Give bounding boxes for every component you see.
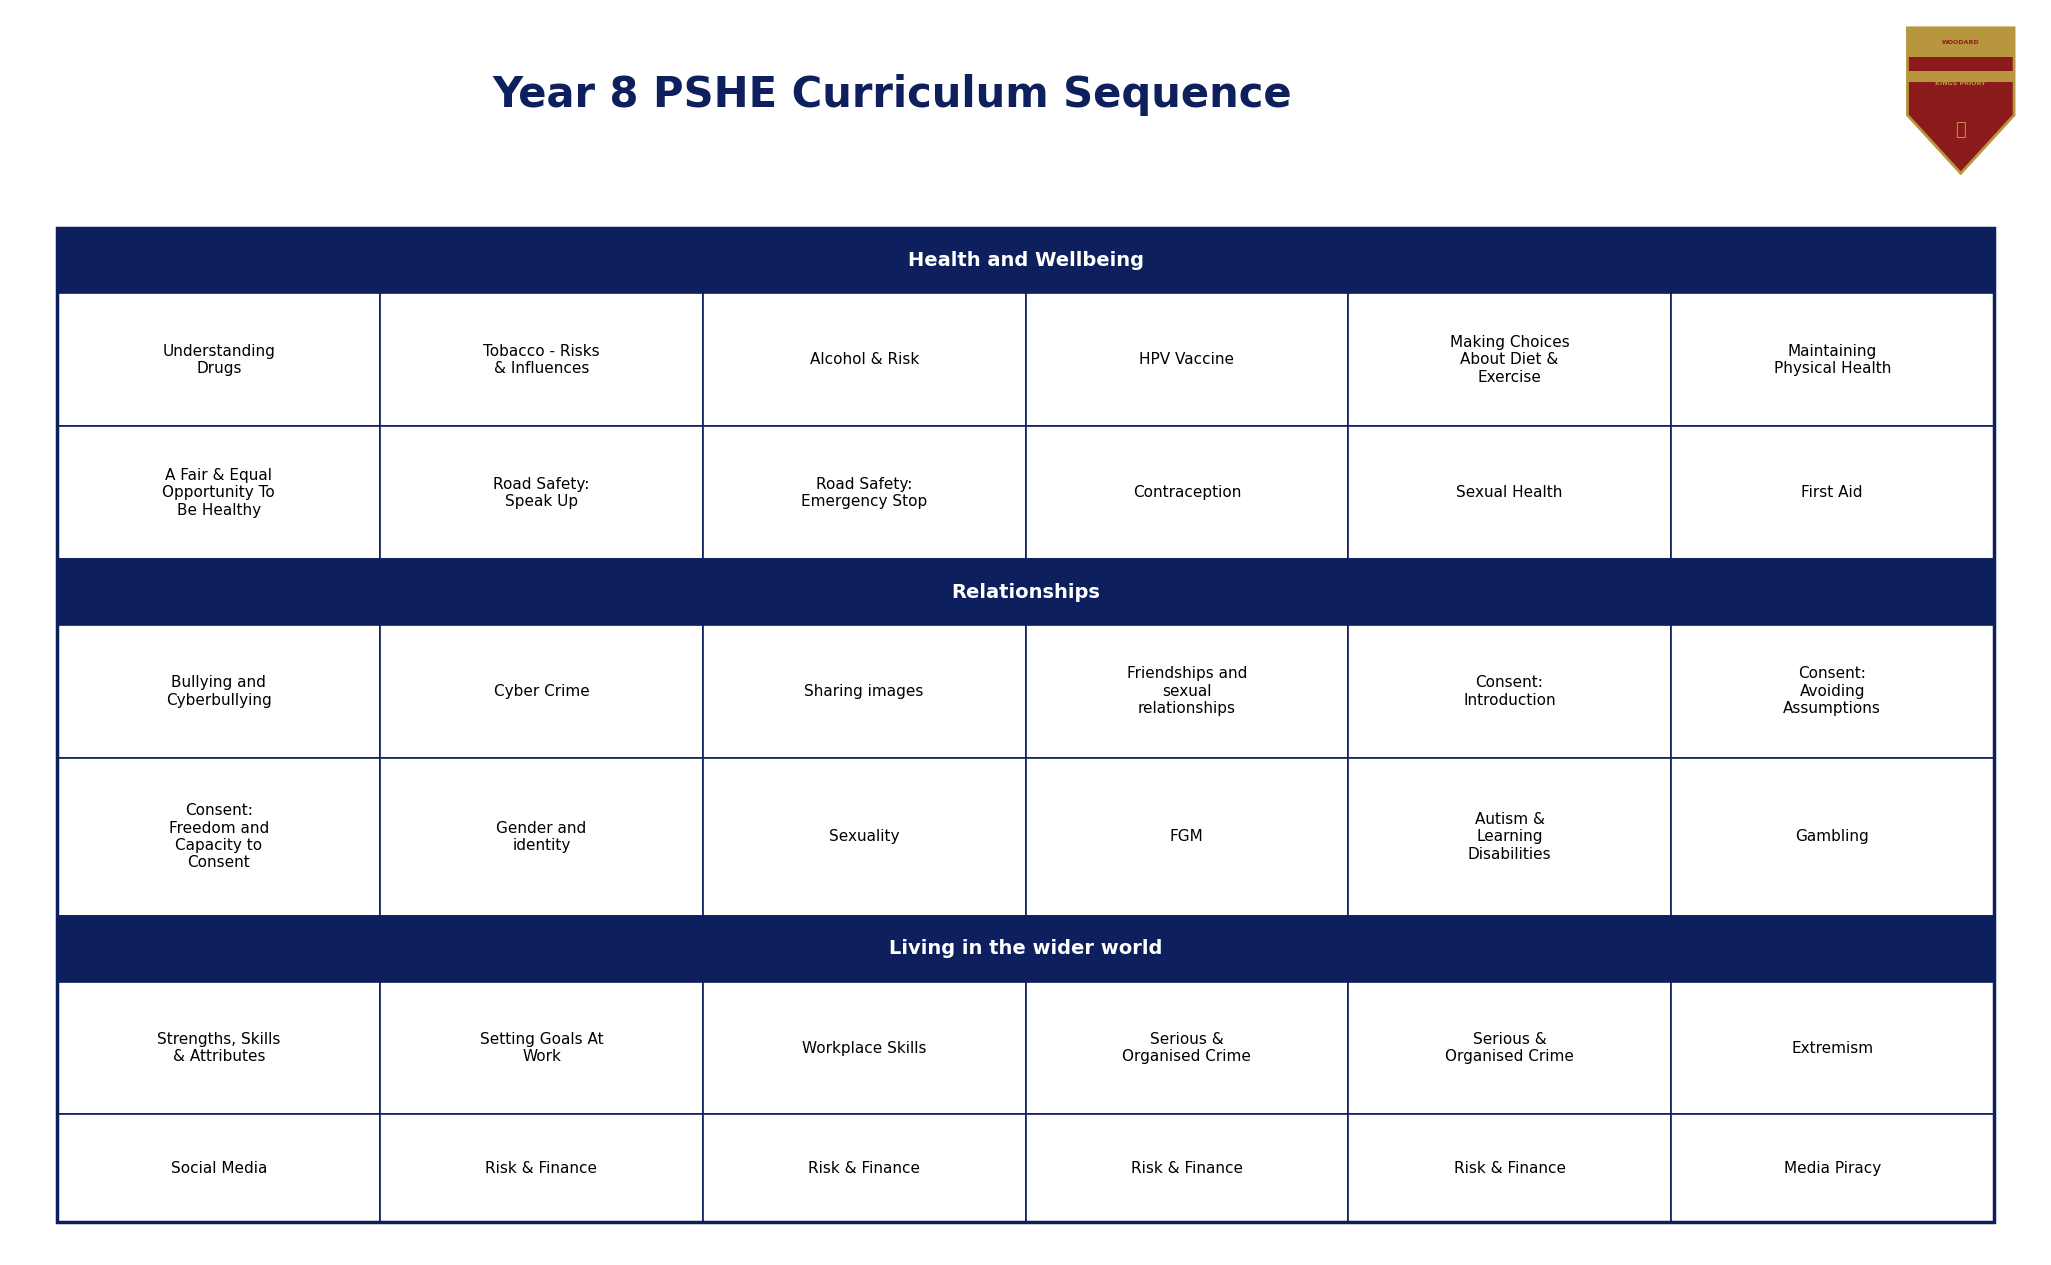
Bar — [1672, 625, 1994, 758]
Text: Consent:
Freedom and
Capacity to
Consent: Consent: Freedom and Capacity to Consent — [168, 803, 269, 870]
Text: Alcohol & Risk: Alcohol & Risk — [810, 353, 919, 367]
Bar — [703, 293, 1026, 426]
Text: Autism &
Learning
Disabilities: Autism & Learning Disabilities — [1469, 812, 1551, 861]
Bar — [379, 293, 703, 426]
Text: WOODARD: WOODARD — [1942, 40, 1979, 44]
Text: A Fair & Equal
Opportunity To
Be Healthy: A Fair & Equal Opportunity To Be Healthy — [162, 468, 275, 517]
Text: Health and Wellbeing: Health and Wellbeing — [907, 250, 1144, 271]
Text: Making Choices
About Diet &
Exercise: Making Choices About Diet & Exercise — [1450, 335, 1569, 385]
Text: Workplace Skills: Workplace Skills — [802, 1041, 927, 1055]
Bar — [57, 228, 1994, 1222]
Text: Gender and
identity: Gender and identity — [496, 821, 587, 853]
Text: Risk & Finance: Risk & Finance — [1130, 1161, 1243, 1175]
Bar — [1672, 982, 1994, 1114]
Text: Risk & Finance: Risk & Finance — [808, 1161, 921, 1175]
Text: Tobacco - Risks
& Influences: Tobacco - Risks & Influences — [484, 344, 599, 376]
Text: Serious &
Organised Crime: Serious & Organised Crime — [1122, 1032, 1251, 1064]
Text: Relationships: Relationships — [952, 582, 1099, 602]
Polygon shape — [1907, 28, 2014, 173]
Bar — [57, 1114, 379, 1222]
Bar — [1026, 293, 1348, 426]
Bar — [1026, 758, 1348, 916]
Bar — [379, 625, 703, 758]
Bar — [57, 758, 379, 916]
Text: FGM: FGM — [1169, 830, 1204, 844]
Text: Sexual Health: Sexual Health — [1456, 486, 1563, 500]
Text: Friendships and
sexual
relationships: Friendships and sexual relationships — [1126, 667, 1247, 716]
Text: First Aid: First Aid — [1801, 486, 1862, 500]
Bar — [57, 228, 1994, 293]
Text: Extremism: Extremism — [1791, 1041, 1873, 1055]
Bar — [703, 1114, 1026, 1222]
Bar — [57, 559, 1994, 625]
Text: Risk & Finance: Risk & Finance — [1454, 1161, 1565, 1175]
Bar — [379, 426, 703, 559]
Polygon shape — [1907, 72, 2014, 82]
Text: Year 8 PSHE Curriculum Sequence: Year 8 PSHE Curriculum Sequence — [492, 73, 1292, 116]
Text: Social Media: Social Media — [170, 1161, 267, 1175]
Bar — [379, 982, 703, 1114]
Bar — [379, 1114, 703, 1222]
Text: HPV Vaccine: HPV Vaccine — [1140, 353, 1235, 367]
Bar — [1348, 293, 1672, 426]
Bar — [1026, 426, 1348, 559]
Text: Understanding
Drugs: Understanding Drugs — [162, 344, 275, 376]
Text: Contraception: Contraception — [1132, 486, 1241, 500]
Text: Sexuality: Sexuality — [829, 830, 900, 844]
Bar — [1672, 293, 1994, 426]
Bar — [57, 426, 379, 559]
Text: Gambling: Gambling — [1795, 830, 1868, 844]
Bar — [1026, 625, 1348, 758]
Text: Consent:
Introduction: Consent: Introduction — [1462, 676, 1557, 707]
Bar — [1348, 1114, 1672, 1222]
Text: Cyber Crime: Cyber Crime — [494, 684, 589, 698]
Bar — [1348, 426, 1672, 559]
Bar — [703, 982, 1026, 1114]
Text: ⛪: ⛪ — [1955, 120, 1967, 139]
Text: Road Safety:
Speak Up: Road Safety: Speak Up — [494, 477, 589, 509]
Bar — [57, 293, 379, 426]
Text: Road Safety:
Emergency Stop: Road Safety: Emergency Stop — [802, 477, 927, 509]
Bar — [1672, 758, 1994, 916]
Bar — [1348, 625, 1672, 758]
Text: KINGS PRIORY: KINGS PRIORY — [1936, 81, 1985, 86]
Text: Serious &
Organised Crime: Serious & Organised Crime — [1446, 1032, 1573, 1064]
Bar — [57, 625, 379, 758]
Text: Living in the wider world: Living in the wider world — [888, 939, 1163, 959]
Bar — [1026, 1114, 1348, 1222]
Bar — [1026, 982, 1348, 1114]
Bar — [379, 758, 703, 916]
Text: Risk & Finance: Risk & Finance — [486, 1161, 597, 1175]
Bar — [1672, 426, 1994, 559]
Bar — [703, 426, 1026, 559]
Bar — [1348, 758, 1672, 916]
Text: Consent:
Avoiding
Assumptions: Consent: Avoiding Assumptions — [1782, 667, 1881, 716]
Text: Bullying and
Cyberbullying: Bullying and Cyberbullying — [166, 676, 271, 707]
Text: Maintaining
Physical Health: Maintaining Physical Health — [1774, 344, 1891, 376]
Polygon shape — [1907, 28, 2014, 57]
Text: Strengths, Skills
& Attributes: Strengths, Skills & Attributes — [158, 1032, 281, 1064]
Bar — [57, 916, 1994, 982]
Bar — [703, 625, 1026, 758]
Bar — [1348, 982, 1672, 1114]
Text: Setting Goals At
Work: Setting Goals At Work — [480, 1032, 603, 1064]
Text: Sharing images: Sharing images — [804, 684, 923, 698]
Bar — [703, 758, 1026, 916]
Bar — [1672, 1114, 1994, 1222]
Bar — [57, 982, 379, 1114]
Text: Media Piracy: Media Piracy — [1784, 1161, 1881, 1175]
